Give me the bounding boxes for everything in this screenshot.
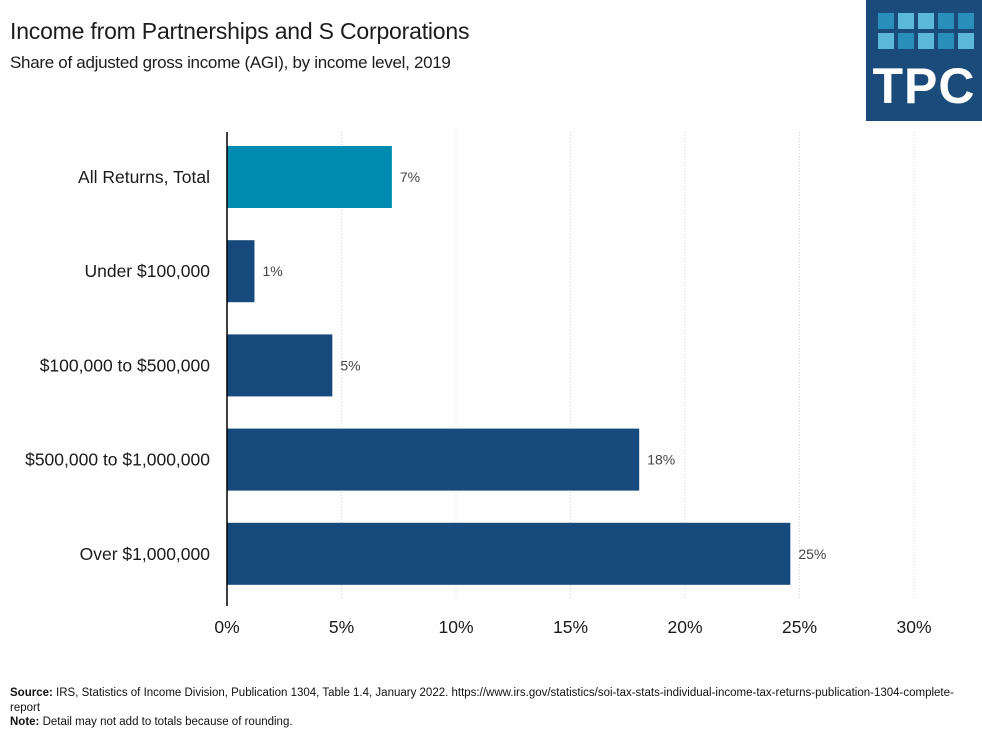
chart-subtitle: Share of adjusted gross income (AGI), by… (10, 53, 451, 72)
logo-tile (878, 33, 894, 49)
logo-text: TPC (872, 58, 976, 114)
chart-footer: Source: IRS, Statistics of Income Divisi… (10, 686, 970, 730)
logo-tile (958, 33, 974, 49)
data-label: 5% (340, 357, 360, 373)
logo-tile-grid (878, 13, 974, 49)
logo-tile (918, 33, 934, 49)
note-line: Note: Detail may not add to totals becau… (10, 715, 970, 730)
note-label: Note: (10, 716, 40, 728)
logo-tile (878, 13, 894, 29)
x-tick-label: 5% (329, 617, 354, 637)
logo-tile (958, 13, 974, 29)
x-tick-label: 25% (782, 617, 817, 637)
logo-tile (898, 33, 914, 49)
data-label: 7% (400, 169, 420, 185)
bar-chart: 7% All Returns, Total 1% Under $100,000 5% $1… (25, 132, 932, 637)
logo-tile (898, 13, 914, 29)
category-label: Over $1,000,000 (80, 544, 211, 564)
category-label: All Returns, Total (78, 167, 210, 187)
tpc-logo: TPC (866, 0, 982, 121)
bar (227, 428, 640, 491)
bar (227, 522, 791, 585)
logo-tile (938, 13, 954, 29)
data-label: 25% (798, 546, 826, 562)
source-text: IRS, Statistics of Income Division, Publ… (10, 687, 954, 714)
data-label: 18% (647, 452, 675, 468)
note-text: Detail may not add to totals because of … (39, 716, 293, 728)
category-label: Under $100,000 (84, 261, 210, 281)
bar (227, 334, 333, 397)
data-label: 1% (262, 263, 282, 279)
x-tick-label: 30% (896, 617, 931, 637)
bar (227, 240, 255, 303)
source-label: Source: (10, 687, 53, 699)
category-label: $100,000 to $500,000 (40, 355, 211, 375)
x-tick-label: 20% (667, 617, 702, 637)
x-tick-label: 10% (438, 617, 473, 637)
logo-tile (918, 13, 934, 29)
category-label: $500,000 to $1,000,000 (25, 450, 210, 470)
logo-tile (938, 33, 954, 49)
source-line: Source: IRS, Statistics of Income Divisi… (10, 686, 970, 715)
bar (227, 146, 392, 208)
x-tick-label: 0% (214, 617, 239, 637)
x-tick-label: 15% (553, 617, 588, 637)
chart-title: Income from Partnerships and S Corporati… (10, 18, 470, 44)
